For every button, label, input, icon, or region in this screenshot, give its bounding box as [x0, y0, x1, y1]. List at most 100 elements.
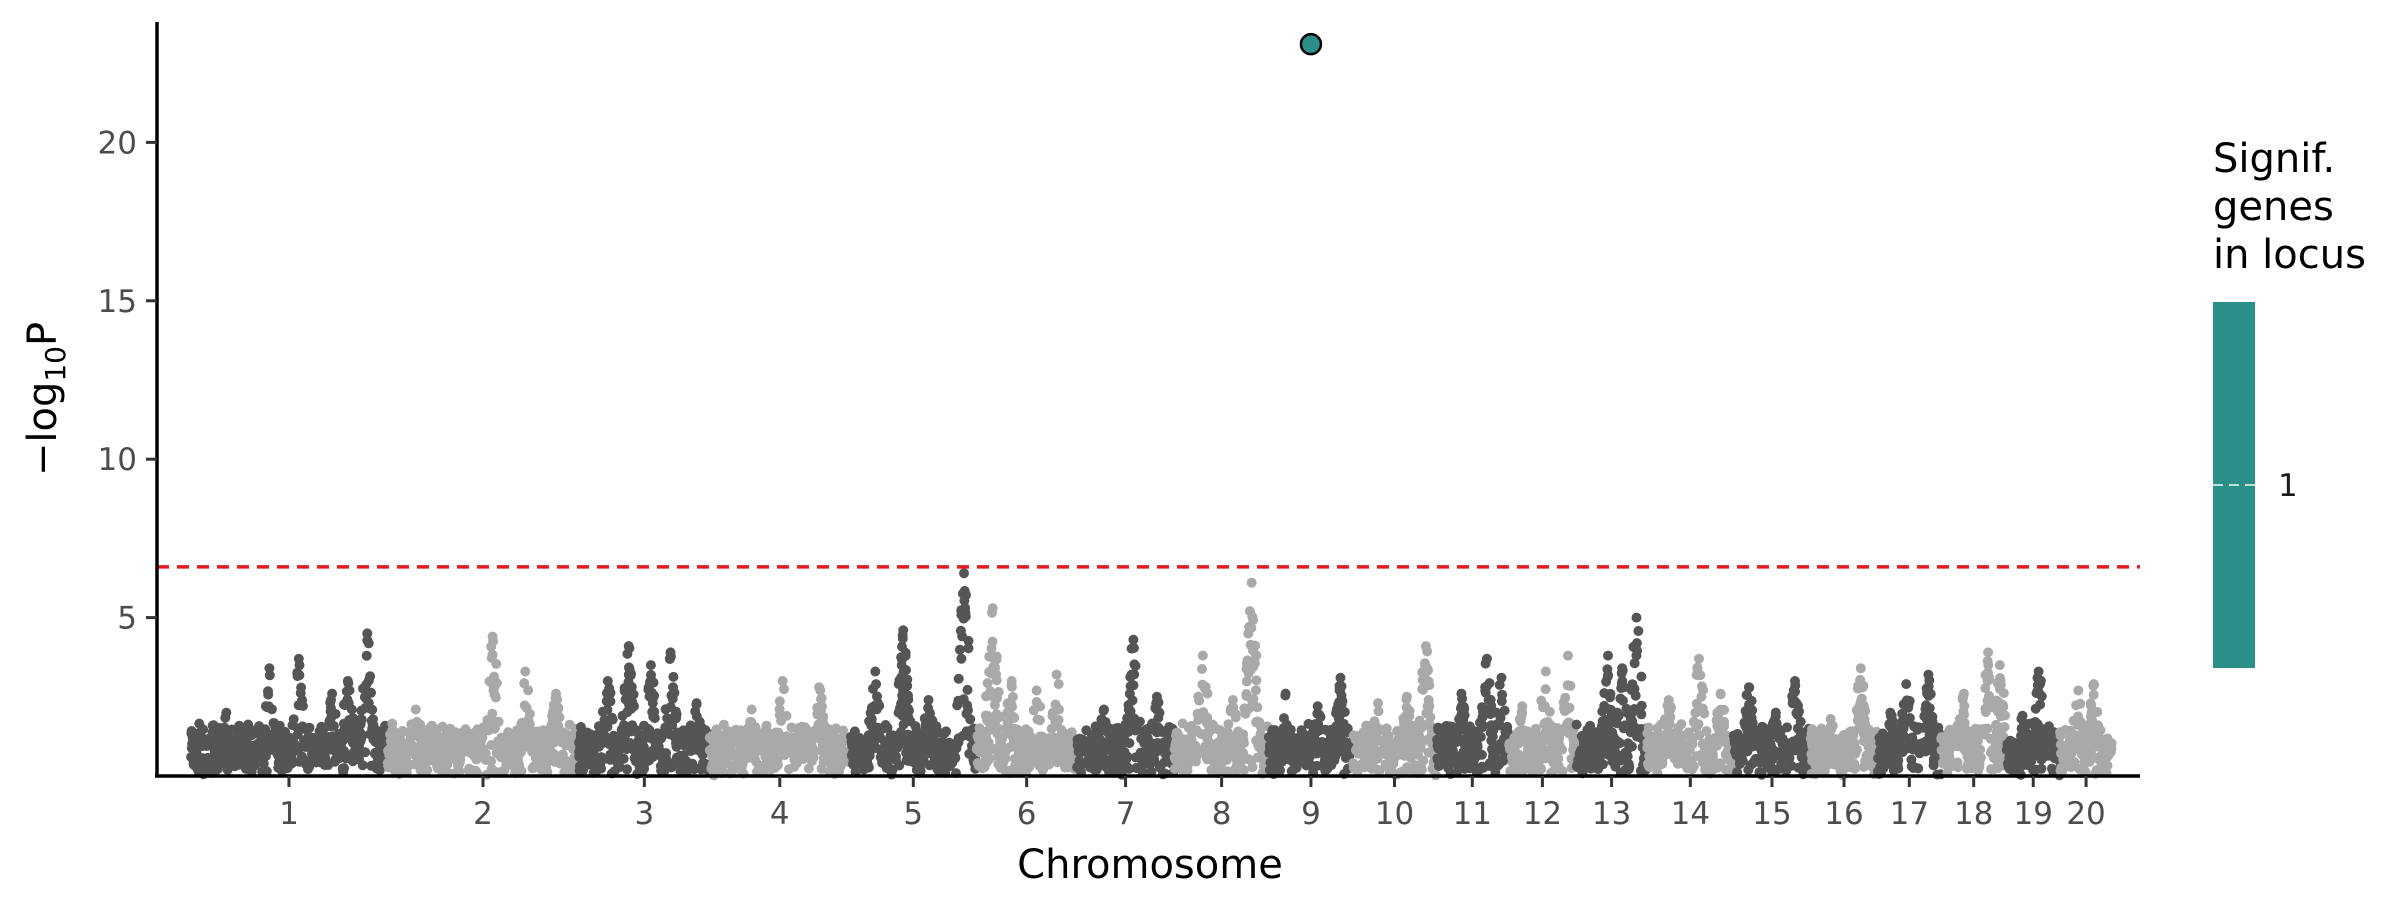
snp-point: [1629, 658, 1640, 669]
snp-peak-point: [1481, 653, 1492, 664]
snp-point: [1790, 741, 1801, 752]
snp-point: [417, 763, 428, 774]
snp-point: [450, 745, 461, 756]
snp-point: [1013, 750, 1024, 761]
snp-point: [323, 720, 334, 731]
snp-point: [1060, 741, 1071, 752]
snp-point: [892, 742, 903, 753]
snp-point: [496, 749, 507, 760]
snp-point: [1782, 738, 1793, 749]
snp-point: [1695, 670, 1706, 681]
snp-point: [1232, 738, 1243, 749]
snp-point: [983, 711, 994, 722]
snp-peak-point: [487, 631, 498, 642]
snp-point: [742, 742, 753, 753]
snp-point: [551, 722, 562, 733]
snp-point: [226, 724, 237, 735]
snp-point: [589, 735, 600, 746]
snp-point: [786, 722, 797, 733]
snp-point: [973, 760, 984, 771]
snp-point: [637, 758, 648, 768]
snp-point: [1967, 756, 1978, 767]
snp-point: [660, 704, 671, 715]
snp-point: [1305, 748, 1316, 759]
snp-point: [1585, 756, 1596, 767]
snp-point: [977, 728, 988, 739]
snp-peak-point: [1663, 695, 1674, 705]
snp-point: [1369, 716, 1380, 727]
snp-point: [269, 718, 280, 729]
snp-point: [986, 643, 997, 654]
snp-point: [1319, 763, 1330, 773]
snp-point: [1114, 762, 1125, 773]
snp-point: [1690, 707, 1701, 718]
snp-point: [1416, 722, 1427, 733]
snp-point: [1959, 743, 1969, 754]
snp-point: [812, 702, 823, 713]
snp-point: [1927, 711, 1938, 722]
snp-point: [253, 729, 264, 740]
snp-point: [864, 716, 875, 727]
snp-point: [722, 725, 733, 736]
snp-point: [1701, 726, 1712, 737]
snp-point: [368, 714, 378, 725]
snp-point: [596, 752, 607, 763]
snp-point: [1906, 761, 1917, 772]
snp-point: [664, 729, 675, 740]
snp-point: [798, 752, 809, 763]
snp-point: [1630, 690, 1641, 701]
snp-point: [958, 694, 969, 705]
snp-point: [1770, 747, 1780, 758]
snp-point: [602, 704, 613, 715]
snp-point: [207, 720, 218, 731]
snp-point: [261, 766, 272, 777]
snp-point: [1197, 664, 1207, 674]
snp-peak-point: [1855, 663, 1866, 674]
snp-point: [1549, 743, 1560, 754]
snp-point: [534, 747, 545, 758]
snp-point: [1451, 729, 1462, 740]
snp-point: [1538, 744, 1548, 755]
chromosome-15-points: [1728, 676, 1816, 780]
snp-point: [235, 746, 246, 757]
snp-point: [519, 700, 530, 711]
snp-point: [423, 753, 434, 764]
snp-point: [325, 703, 336, 713]
snp-point: [1112, 740, 1123, 751]
snp-point: [1106, 730, 1117, 741]
snp-point: [1594, 757, 1605, 768]
snp-point: [299, 735, 309, 746]
chromosome-3-points: [574, 641, 715, 779]
snp-point: [1887, 715, 1898, 726]
snp-point: [861, 756, 872, 767]
snp-point: [1891, 732, 1902, 743]
snp-point: [1124, 763, 1135, 774]
snp-point: [1783, 755, 1794, 766]
snp-point: [1475, 731, 1486, 742]
snp-point: [1747, 738, 1758, 749]
snp-point: [956, 653, 967, 664]
snp-point: [192, 735, 203, 745]
snp-point: [1318, 743, 1329, 754]
snp-point: [557, 737, 568, 748]
snp-point: [1743, 764, 1754, 775]
snp-peak-point: [1373, 698, 1383, 709]
snp-point: [675, 766, 686, 776]
snp-point: [882, 761, 893, 771]
snp-point: [1265, 732, 1276, 743]
snp-point: [1975, 744, 1986, 755]
snp-point: [803, 743, 814, 754]
snp-point: [1035, 731, 1045, 742]
snp-point: [1417, 667, 1428, 678]
snp-point: [1636, 700, 1647, 711]
snp-point: [915, 753, 926, 764]
snp-peak-point: [1603, 650, 1613, 661]
snp-peak-point: [1246, 577, 1257, 588]
snp-point: [295, 723, 306, 734]
snp-point: [1781, 747, 1792, 758]
snp-point: [1633, 626, 1644, 636]
snp-peak-point: [410, 704, 421, 715]
snp-point: [913, 737, 924, 748]
snp-point: [622, 764, 632, 775]
snp-point: [544, 732, 555, 743]
